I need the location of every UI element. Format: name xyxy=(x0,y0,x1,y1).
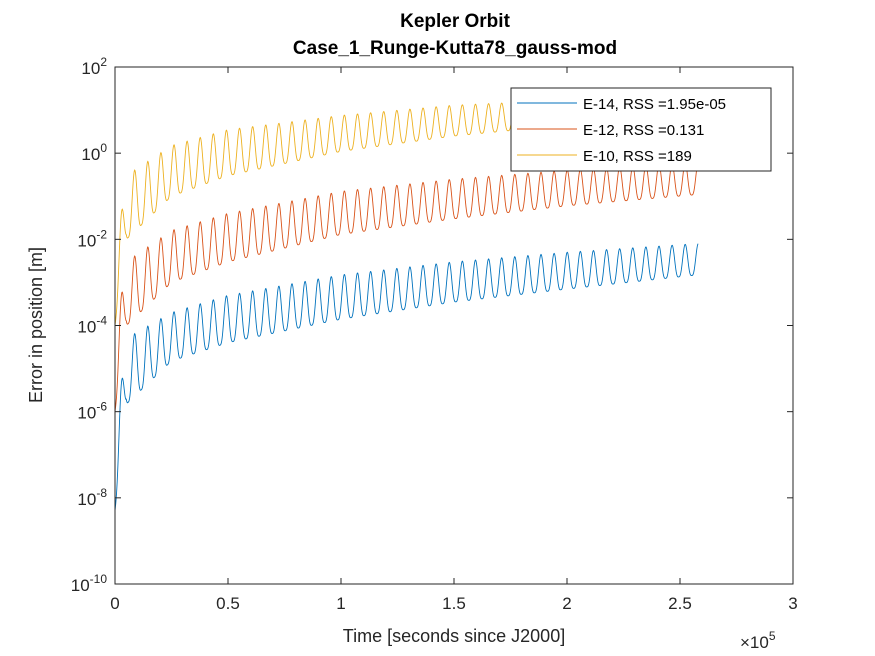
x-tick-label: 3 xyxy=(788,594,797,613)
legend-label-1: E-14, RSS =1.95e-05 xyxy=(583,96,726,113)
x-tick-label: 0.5 xyxy=(216,594,240,613)
chart-subtitle: Case_1_Runge-Kutta78_gauss-mod xyxy=(293,38,617,59)
chart-title: Kepler Orbit xyxy=(400,11,510,32)
x-tick-label: 2.5 xyxy=(668,594,692,613)
x-tick-label: 2 xyxy=(562,594,571,613)
y-tick-label: 10-2 xyxy=(77,227,107,250)
y-tick-label: 102 xyxy=(81,55,107,78)
y-tick-label: 100 xyxy=(81,141,107,164)
series-line-1 xyxy=(115,243,699,511)
y-tick-label: 10-10 xyxy=(71,572,108,595)
x-tick-label: 1.5 xyxy=(442,594,466,613)
x-tick-label: 0 xyxy=(110,594,119,613)
y-axis-label: Error in position [m] xyxy=(26,247,46,403)
x-tick-label: 1 xyxy=(336,594,345,613)
legend: E-14, RSS =1.95e-05 E-12, RSS =0.131 E-10,… xyxy=(510,87,772,172)
x-axis-label: Time [seconds since J2000] xyxy=(343,626,565,646)
legend-label-2: E-12, RSS =0.131 xyxy=(583,122,704,139)
y-tick-label: 10-8 xyxy=(77,486,107,509)
legend-label-3: E-10, RSS =189 xyxy=(583,148,692,165)
ticks-layer: 0 0.5 1 1.5 2 2.5 3 10-10 10-8 10-6 10-4 10-2 100 102 xyxy=(71,55,798,613)
series-line-2 xyxy=(115,162,699,412)
y-tick-label: 10-4 xyxy=(77,314,107,337)
y-tick-label: 10-6 xyxy=(77,400,107,423)
x-exponent-label: ×105 xyxy=(740,629,776,652)
